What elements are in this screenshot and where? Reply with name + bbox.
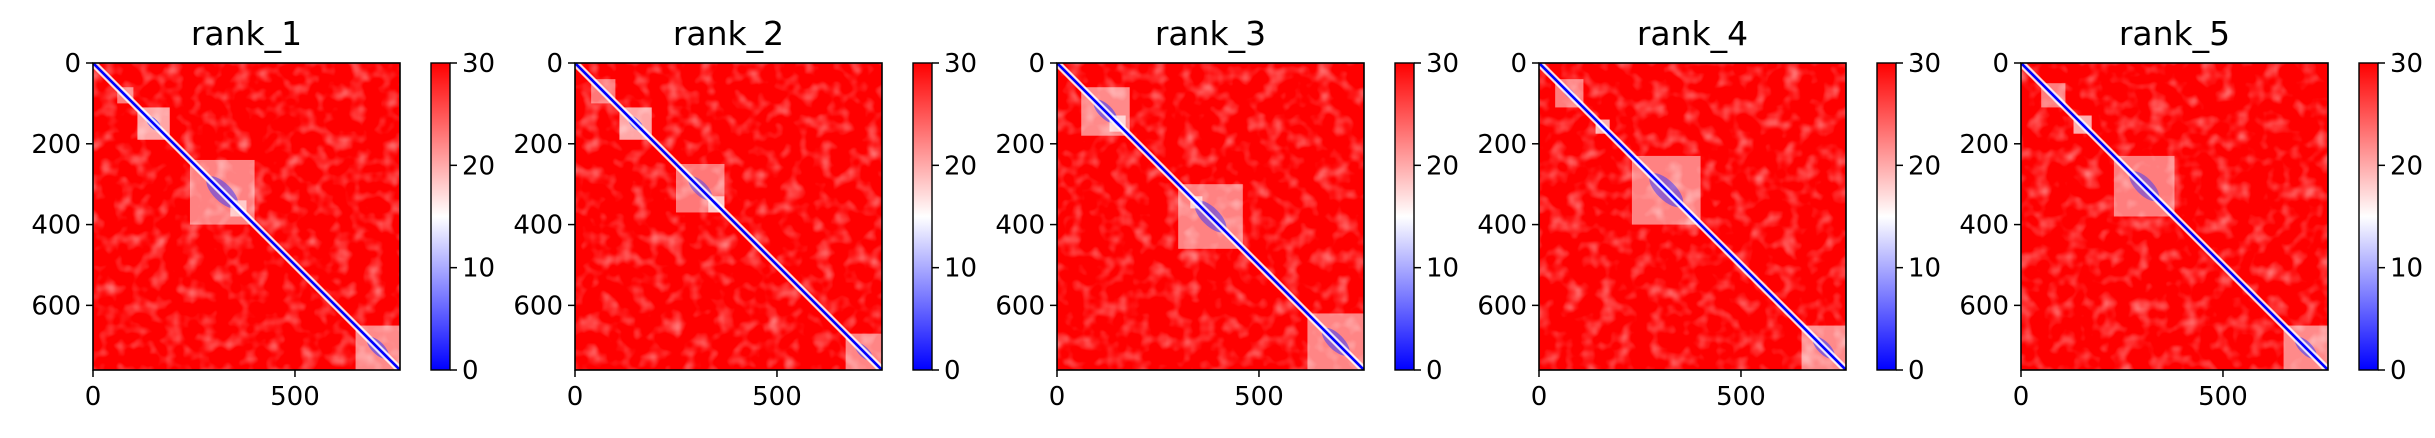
colorbar-gradient — [431, 63, 450, 370]
y-tick-label: 600 — [995, 291, 1045, 321]
heatmap-image — [2021, 63, 2328, 370]
heatmap-panel-4: rank_4 0 500 0 200 400 600 0 10 20 30 — [1477, 14, 1941, 412]
heatmap-image — [1539, 63, 1846, 370]
heatmap-panel-3: rank_3 0 500 0 200 400 600 0 10 20 30 — [995, 14, 1459, 412]
colorbar-tick-label: 10 — [462, 254, 495, 284]
y-tick-label: 600 — [513, 291, 563, 321]
colorbar-tick-label: 30 — [1908, 49, 1941, 79]
colorbar-tick-label: 30 — [2390, 49, 2423, 79]
panel-title: rank_3 — [1155, 14, 1266, 53]
heatmap-frame — [1056, 62, 1365, 371]
diagonal-line — [93, 63, 400, 370]
y-tick-label: 200 — [995, 130, 1045, 160]
panel-title: rank_2 — [673, 14, 784, 53]
panel-title: rank_1 — [191, 14, 302, 53]
x-tick-label: 0 — [1531, 382, 1548, 412]
colorbar-tick-label: 0 — [462, 356, 479, 386]
x-tick-label: 0 — [1049, 382, 1066, 412]
heatmap-frame — [92, 62, 401, 371]
x-tick-label: 500 — [752, 382, 802, 412]
colorbar-tick-label: 20 — [944, 151, 977, 181]
colorbar-tick-label: 0 — [1426, 356, 1443, 386]
colorbar-frame — [430, 62, 451, 371]
y-tick-label: 200 — [31, 130, 81, 160]
colorbar-tick-label: 10 — [1426, 254, 1459, 284]
colorbar-gradient — [2359, 63, 2378, 370]
heatmap-frame — [2020, 62, 2329, 371]
y-tick-label: 400 — [1477, 211, 1527, 241]
y-tick-label: 0 — [546, 49, 563, 79]
x-tick-label: 500 — [2198, 382, 2248, 412]
colorbar-frame — [1876, 62, 1897, 371]
colorbar-tick-label: 10 — [1908, 254, 1941, 284]
colorbar-frame — [2358, 62, 2379, 371]
x-tick-label: 500 — [1234, 382, 1284, 412]
diagonal-line — [1539, 63, 1846, 370]
y-tick-label: 200 — [513, 130, 563, 160]
x-tick-label: 500 — [1716, 382, 1766, 412]
x-tick-label: 0 — [85, 382, 102, 412]
y-tick-label: 600 — [31, 291, 81, 321]
colorbar-tick-label: 0 — [944, 356, 961, 386]
colorbar-tick-label: 10 — [2390, 254, 2423, 284]
heatmap-frame — [1538, 62, 1847, 371]
colorbar-frame — [912, 62, 933, 371]
colorbar-tick-label: 20 — [2390, 151, 2423, 181]
diagonal-line — [2021, 63, 2328, 370]
heatmap-panel-5: rank_5 0 500 0 200 400 600 0 10 20 30 — [1959, 14, 2423, 412]
y-tick-label: 400 — [513, 211, 563, 241]
colorbar-gradient — [1395, 63, 1414, 370]
heatmap-image — [1057, 63, 1364, 370]
y-tick-label: 0 — [1992, 49, 2009, 79]
colorbar-gradient — [1877, 63, 1896, 370]
colorbar-tick-label: 0 — [1908, 356, 1925, 386]
x-tick-label: 500 — [270, 382, 320, 412]
colorbar-tick-label: 30 — [944, 49, 977, 79]
panel-title: rank_4 — [1637, 14, 1748, 53]
diagonal-line — [1057, 63, 1364, 370]
y-tick-label: 0 — [64, 49, 81, 79]
y-tick-label: 0 — [1028, 49, 1045, 79]
heatmap-image — [575, 63, 882, 370]
colorbar-frame — [1394, 62, 1415, 371]
colorbar-tick-label: 30 — [462, 49, 495, 79]
diagonal-line — [575, 63, 882, 370]
y-tick-label: 600 — [1477, 291, 1527, 321]
panel-title: rank_5 — [2119, 14, 2230, 53]
y-tick-label: 200 — [1477, 130, 1527, 160]
colorbar-tick-label: 10 — [944, 254, 977, 284]
colorbar-gradient — [913, 63, 932, 370]
colorbar-tick-label: 20 — [462, 151, 495, 181]
y-tick-label: 0 — [1510, 49, 1527, 79]
colorbar-tick-label: 20 — [1908, 151, 1941, 181]
colorbar-tick-label: 30 — [1426, 49, 1459, 79]
y-tick-label: 400 — [31, 211, 81, 241]
heatmap-panel-2: rank_2 0 500 0 200 400 600 0 10 20 30 — [513, 14, 977, 412]
heatmap-panel-1: rank_1 0 500 0 200 400 600 0 10 20 30 — [31, 14, 495, 412]
colorbar-tick-label: 20 — [1426, 151, 1459, 181]
x-tick-label: 0 — [2013, 382, 2030, 412]
y-tick-label: 600 — [1959, 291, 2009, 321]
heatmap-image — [93, 63, 400, 370]
y-tick-label: 400 — [995, 211, 1045, 241]
y-tick-label: 400 — [1959, 211, 2009, 241]
heatmap-frame — [574, 62, 883, 371]
colorbar-tick-label: 0 — [2390, 356, 2407, 386]
x-tick-label: 0 — [567, 382, 584, 412]
y-tick-label: 200 — [1959, 130, 2009, 160]
